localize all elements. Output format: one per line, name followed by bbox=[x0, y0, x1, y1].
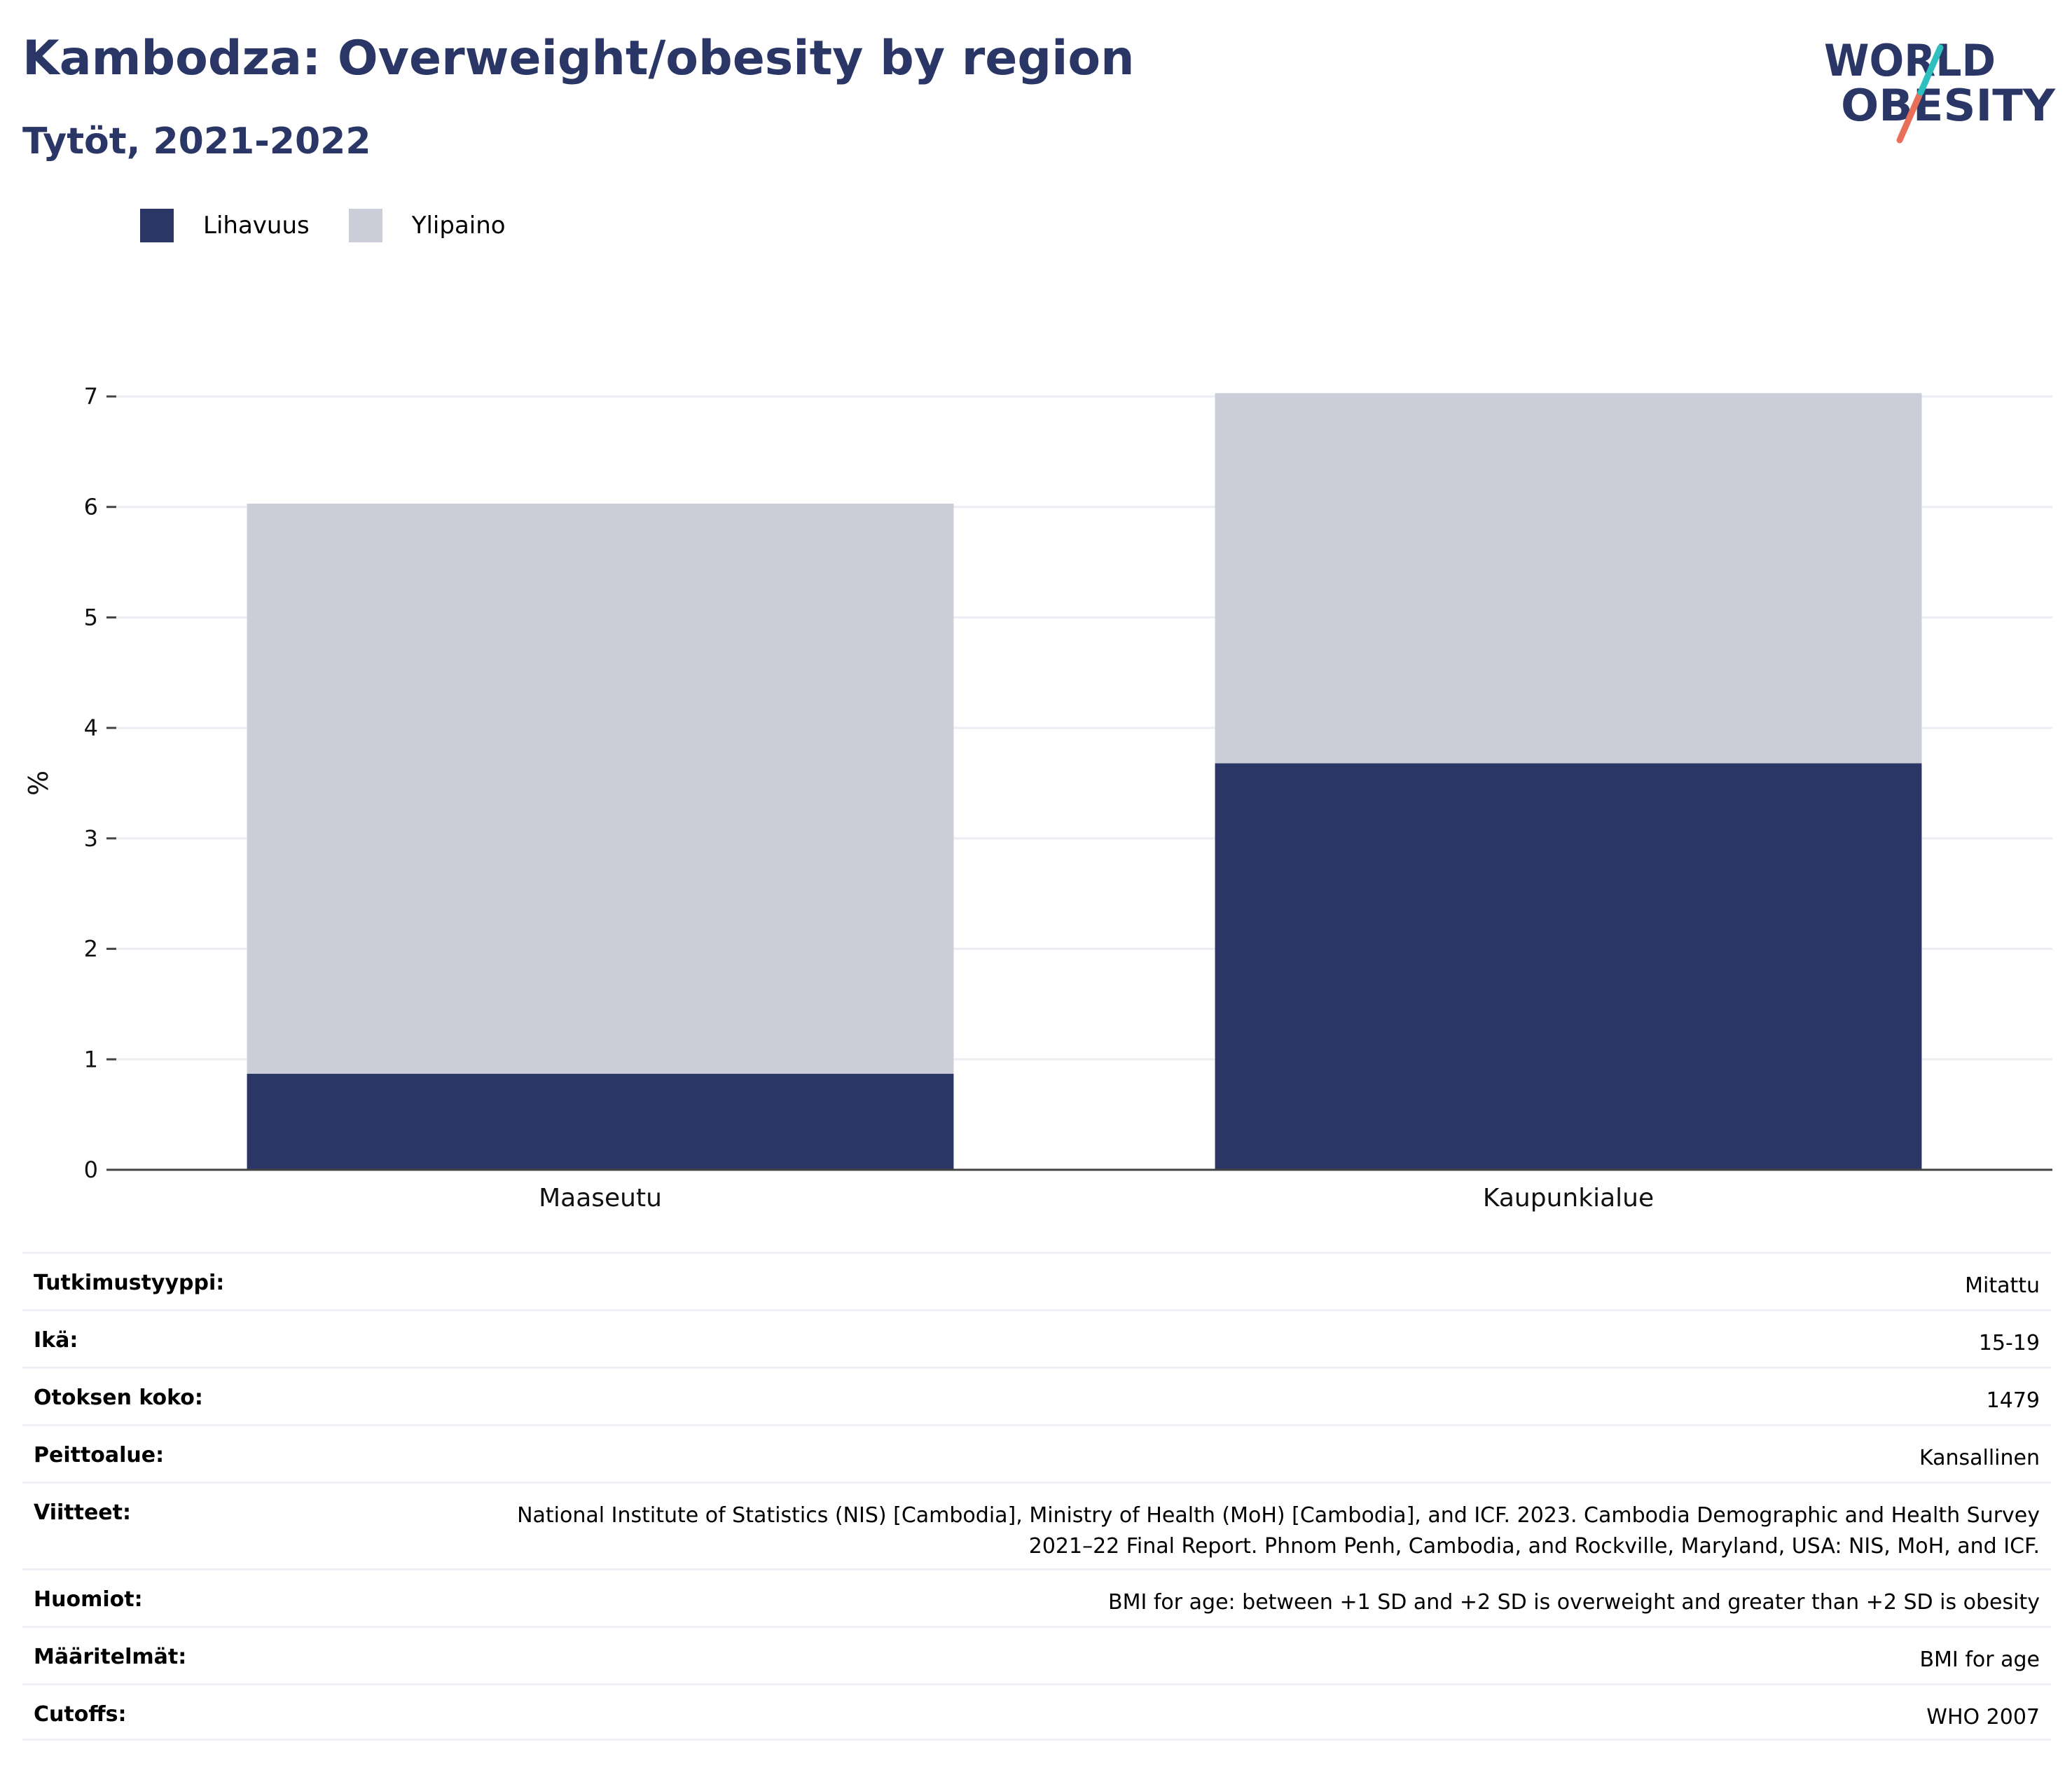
meta-value: National Institute of Statistics (NIS) [… bbox=[517, 1503, 2040, 1559]
meta-label: Cutoffs: bbox=[34, 1702, 127, 1727]
meta-value: 1479 bbox=[1986, 1388, 2040, 1413]
meta-row: Huomiot: BMI for age: between +1 SD and +… bbox=[22, 1568, 2051, 1626]
y-tick-label-5: 5 bbox=[84, 604, 98, 630]
meta-label: Tutkimustyyppi: bbox=[34, 1271, 225, 1295]
metadata-table: Tutkimustyyppi: Mitattu Ikä: 15-19 Otoksen k… bbox=[22, 1252, 2051, 1741]
meta-value: Kansallinen bbox=[1919, 1446, 2040, 1470]
y-tick-label-6: 6 bbox=[84, 494, 98, 520]
meta-row: Ikä: 15-19 bbox=[22, 1309, 2051, 1367]
y-axis-label: % bbox=[23, 771, 54, 796]
bar-obesity-0[interactable] bbox=[247, 1073, 954, 1170]
meta-row: Määritelmät: BMI for age bbox=[22, 1626, 2051, 1683]
meta-label: Määritelmät: bbox=[34, 1645, 187, 1669]
bar-obesity-1[interactable] bbox=[1215, 763, 1922, 1170]
legend-item-overweight[interactable]: Ylipaino bbox=[348, 209, 506, 242]
bar-overweight-1[interactable] bbox=[1215, 393, 1922, 764]
meta-label: Ikä: bbox=[34, 1328, 78, 1353]
logo-line2: OBESITY bbox=[1841, 80, 2056, 131]
meta-value: 15-19 bbox=[1978, 1331, 2040, 1355]
legend-label-overweight: Ylipaino bbox=[411, 212, 506, 240]
x-tick-label-1: Kaupunkialue bbox=[1483, 1184, 1654, 1213]
meta-value: BMI for age: between +1 SD and +2 SD is … bbox=[1108, 1590, 2040, 1615]
y-tick-label-3: 3 bbox=[84, 825, 98, 852]
x-tick-label-0: Maaseutu bbox=[539, 1184, 662, 1213]
meta-label: Huomiot: bbox=[34, 1587, 143, 1612]
y-tick-label-0: 0 bbox=[84, 1156, 98, 1183]
legend-label-obesity: Lihavuus bbox=[203, 212, 310, 240]
meta-value: BMI for age bbox=[1919, 1648, 2040, 1672]
y-tick-label-2: 2 bbox=[84, 936, 98, 962]
y-tick-label-7: 7 bbox=[84, 383, 98, 410]
meta-value: WHO 2007 bbox=[1926, 1705, 2040, 1729]
meta-row: Cutoffs: WHO 2007 bbox=[22, 1683, 2051, 1741]
meta-row: Otoksen koko: 1479 bbox=[22, 1367, 2051, 1424]
y-tick-label-4: 4 bbox=[84, 714, 98, 741]
meta-label: Viitteet: bbox=[34, 1500, 131, 1525]
world-obesity-logo: WORLD OBESITY bbox=[1824, 35, 2056, 144]
stacked-bar-chart: 0 1 2 3 4 5 6 7% Maaseutu Kaupunkialue bbox=[23, 383, 2052, 1213]
legend-swatch-overweight bbox=[348, 209, 382, 242]
page-subtitle: Tytöt, 2021-2022 bbox=[22, 120, 371, 163]
logo-line1: WORLD bbox=[1824, 35, 1996, 86]
chart-legend: Lihavuus Ylipaino bbox=[140, 209, 545, 242]
meta-row: Viitteet: National Institute of Statistic… bbox=[22, 1481, 2051, 1568]
legend-item-obesity[interactable]: Lihavuus bbox=[140, 209, 310, 242]
meta-label: Otoksen koko: bbox=[34, 1386, 203, 1410]
y-tick-label-1: 1 bbox=[84, 1046, 98, 1072]
meta-row: Tutkimustyyppi: Mitattu bbox=[22, 1252, 2051, 1309]
meta-value: Mitattu bbox=[1965, 1273, 2040, 1298]
legend-swatch-obesity bbox=[140, 209, 174, 242]
meta-label: Peittoalue: bbox=[34, 1443, 165, 1467]
page-title: Kambodza: Overweight/obesity by region bbox=[22, 31, 1135, 86]
bar-overweight-0[interactable] bbox=[247, 503, 954, 1074]
meta-row: Peittoalue: Kansallinen bbox=[22, 1424, 2051, 1481]
